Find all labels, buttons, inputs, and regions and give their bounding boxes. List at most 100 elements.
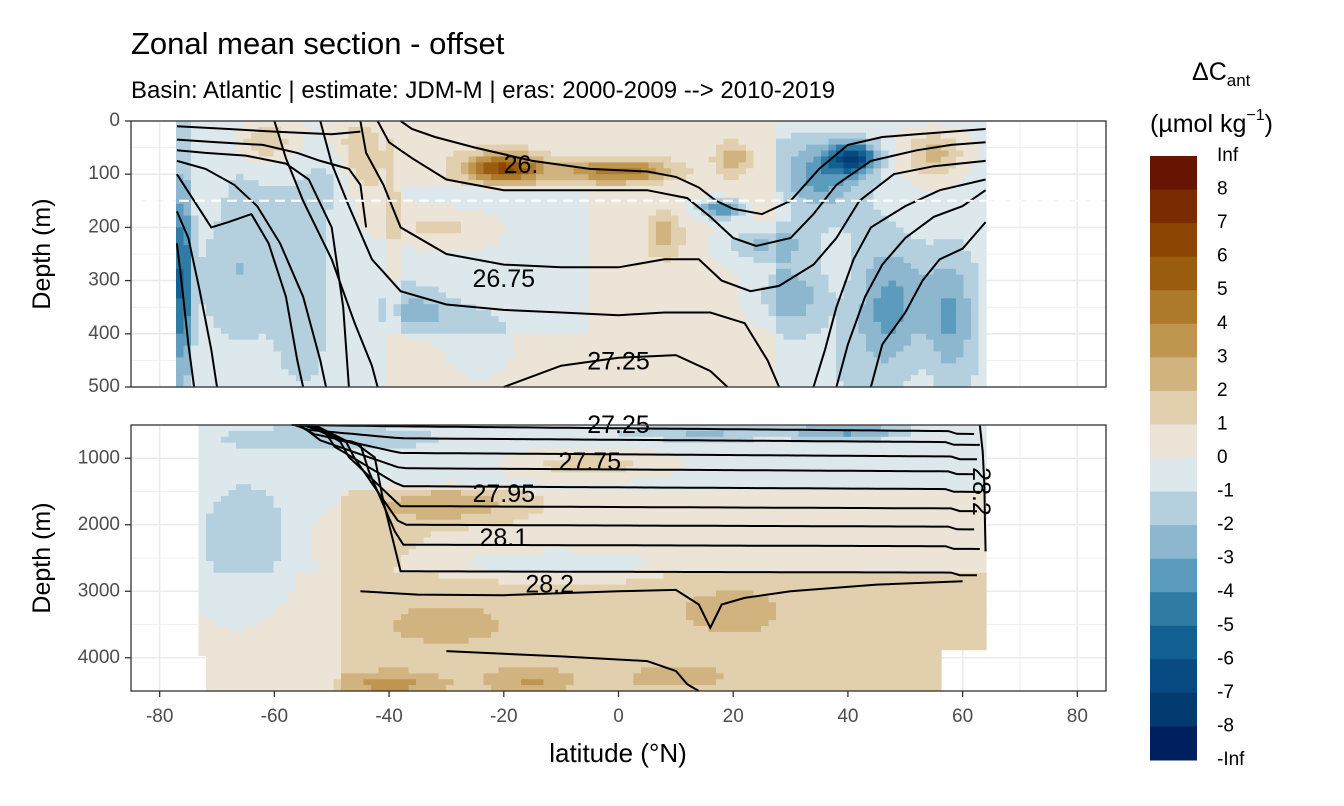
field-cell (836, 239, 845, 246)
field-cell (656, 280, 665, 288)
field-cell (536, 381, 545, 388)
field-cell (408, 351, 417, 358)
field-cell (626, 233, 635, 240)
field-cell (446, 156, 455, 163)
field-cell (648, 227, 657, 234)
field-cell (198, 507, 207, 515)
field-cell (468, 327, 477, 335)
field-cell (581, 221, 590, 228)
field-cell (618, 126, 627, 134)
field-cell (416, 357, 425, 364)
field-cell (228, 233, 237, 240)
field-cell (656, 168, 665, 175)
field-cell (746, 174, 755, 181)
field-cell (536, 304, 545, 311)
field-cell (558, 298, 567, 305)
field-cell (551, 121, 560, 128)
field-cell (798, 245, 807, 252)
field-cell (588, 369, 597, 376)
field-cell (401, 351, 410, 358)
field-cell (423, 381, 432, 388)
field-cell (708, 233, 717, 240)
field-cell (753, 203, 762, 211)
field-cell (716, 345, 725, 353)
field-cell (678, 180, 687, 187)
field-cell (296, 245, 305, 252)
field-cell (483, 144, 492, 152)
field-cell (678, 203, 687, 211)
field-cell (903, 262, 912, 270)
field-cell (791, 333, 800, 341)
field-cell (176, 168, 185, 175)
field-cell (776, 304, 785, 311)
field-cell (896, 298, 905, 305)
field-cell (701, 333, 710, 341)
field-cell (896, 186, 905, 193)
field-cell (836, 304, 845, 311)
field-cell (633, 257, 642, 264)
field-cell (476, 221, 485, 228)
field-cell (723, 239, 732, 246)
field-cell (941, 132, 950, 140)
field-cell (198, 191, 207, 199)
field-cell (813, 322, 822, 329)
field-cell (656, 203, 665, 211)
field-cell (551, 156, 560, 163)
field-cell (881, 363, 890, 370)
field-cell (806, 138, 815, 146)
field-cell (888, 257, 897, 264)
field-cell (806, 280, 815, 288)
field-cell (911, 363, 920, 370)
field-cell (836, 186, 845, 193)
field-cell (971, 150, 980, 158)
field-cell (626, 215, 635, 223)
field-cell (956, 138, 965, 146)
field-cell (296, 221, 305, 228)
field-cell (963, 268, 972, 276)
field-cell (513, 180, 522, 187)
field-cell (723, 150, 732, 158)
field-cell (873, 233, 882, 240)
field-cell (723, 357, 732, 364)
field-cell (303, 251, 312, 258)
field-cell (783, 138, 792, 146)
field-cell (273, 221, 282, 228)
field-cell (573, 262, 582, 270)
field-cell (918, 327, 927, 335)
field-cell (971, 357, 980, 364)
field-cell (956, 162, 965, 169)
field-cell (416, 322, 425, 329)
field-cell (491, 369, 500, 376)
field-cell (596, 150, 605, 158)
field-cell (671, 162, 680, 169)
field-cell (933, 322, 942, 329)
field-cell (753, 126, 762, 134)
field-cell (191, 209, 200, 217)
field-cell (506, 233, 515, 240)
field-cell (483, 227, 492, 234)
field-cell (483, 156, 492, 163)
field-cell (716, 322, 725, 329)
field-cell (693, 121, 702, 128)
field-cell (333, 375, 342, 382)
field-cell (971, 316, 980, 323)
field-cell (521, 191, 530, 199)
field-cell (776, 168, 785, 175)
field-cell (566, 144, 575, 152)
field-cell (221, 132, 230, 140)
field-cell (311, 351, 320, 358)
field-cell (543, 286, 552, 293)
field-cell (393, 286, 402, 293)
field-cell (483, 363, 492, 370)
field-cell (198, 631, 207, 639)
field-cell (821, 274, 830, 282)
field-cell (288, 221, 297, 228)
field-cell (836, 316, 845, 323)
field-cell (558, 339, 567, 347)
field-cell (776, 351, 785, 358)
field-cell (731, 121, 740, 128)
field-cell (341, 138, 350, 146)
field-cell (611, 286, 620, 293)
field-cell (716, 339, 725, 347)
field-cell (896, 191, 905, 199)
